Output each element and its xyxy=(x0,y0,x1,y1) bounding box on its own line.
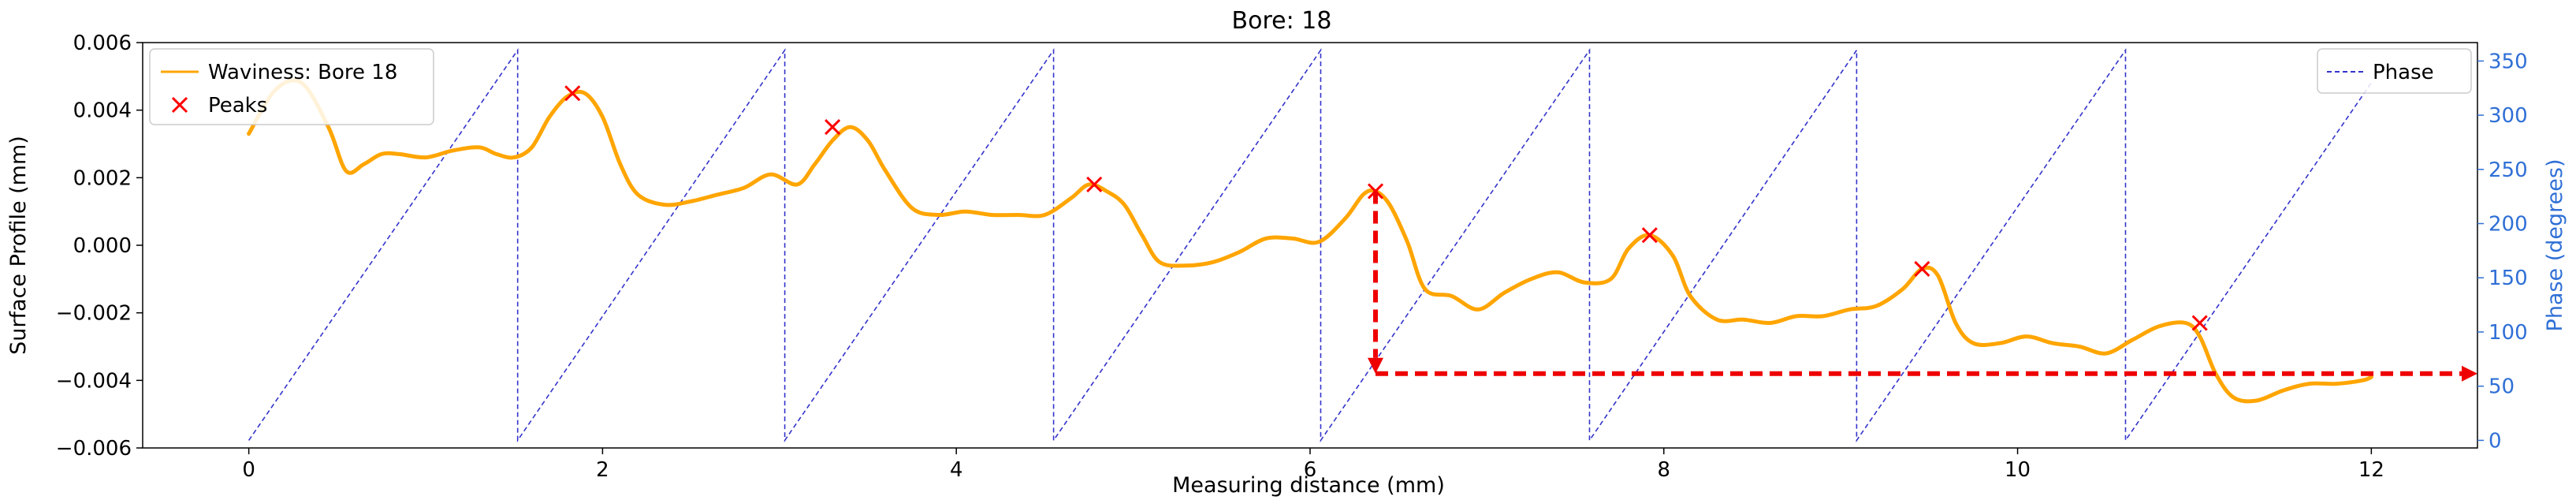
y-axis-label: Surface Profile (mm) xyxy=(6,136,31,355)
peak-marker-stroke-b xyxy=(825,119,841,136)
y-tick-label: 0.004 xyxy=(73,99,132,123)
peak-marker-stroke-b xyxy=(564,85,581,102)
y-tick-label: 0.000 xyxy=(73,234,132,258)
peak-marker-stroke-b xyxy=(1641,227,1658,244)
legend-peaks-label: Peaks xyxy=(208,94,267,118)
legend-peaks-swatch-b xyxy=(171,96,188,114)
peak-marker-stroke-b xyxy=(1914,260,1930,278)
legend-right: Phase xyxy=(2317,48,2472,94)
x-tick-label: 0 xyxy=(242,458,255,482)
y-tick-label: 0.006 xyxy=(73,32,132,55)
annotation-arrow xyxy=(1368,191,1383,374)
y2-tick-label: 100 xyxy=(2489,321,2528,345)
legend-waviness-label: Waviness: Bore 18 xyxy=(208,61,397,84)
y-tick-label: −0.004 xyxy=(56,369,132,393)
y2-tick-label: 200 xyxy=(2489,213,2528,237)
arrow-head xyxy=(1368,357,1383,374)
phase-line xyxy=(248,48,2373,442)
legend-right-box xyxy=(2317,48,2472,94)
annotation-arrows xyxy=(1368,191,2477,382)
peak-marker-stroke-b xyxy=(2191,315,2208,331)
annotation-arrow xyxy=(1375,365,2477,382)
legend-phase-label: Phase xyxy=(2373,61,2434,84)
legend-left-box xyxy=(149,48,434,125)
axis-ticks: 0 2 4 6 8 10 12 0.006 0.004 0.002 0.000 −0.002 −0.00… xyxy=(56,32,2528,482)
y-tick-label: −0.002 xyxy=(56,302,132,326)
peak-marker xyxy=(1641,227,1658,244)
waviness-series xyxy=(247,78,2373,404)
x-tick-label: 12 xyxy=(2358,458,2384,482)
x-axis-label: Measuring distance (mm) xyxy=(1172,473,1445,498)
peak-marker xyxy=(825,119,841,136)
x-tick-label: 4 xyxy=(950,458,963,482)
y2-tick-label: 0 xyxy=(2489,429,2502,453)
y2-axis-label: Phase (degrees) xyxy=(2543,159,2567,332)
peak-marker xyxy=(1086,176,1103,192)
peak-marker xyxy=(1914,260,1930,278)
y2-tick-label: 300 xyxy=(2489,104,2528,128)
phase-series xyxy=(248,48,2373,442)
peak-marker-stroke-b xyxy=(1086,176,1103,192)
arrow-head xyxy=(2462,365,2477,382)
x-tick-label: 10 xyxy=(2005,458,2031,482)
legend-left: Waviness: Bore 18 Peaks xyxy=(149,48,434,125)
y2-tick-label: 350 xyxy=(2489,50,2528,73)
y-tick-label: 0.002 xyxy=(73,166,132,190)
x-tick-label: 2 xyxy=(596,458,609,482)
y2-tick-label: 50 xyxy=(2489,375,2515,399)
peak-marker xyxy=(564,85,581,102)
x-tick-label: 8 xyxy=(1658,458,1671,482)
y2-tick-label: 250 xyxy=(2489,159,2528,182)
y-tick-label: −0.006 xyxy=(56,437,132,461)
peak-marker xyxy=(2191,315,2208,331)
x-tick-label: 6 xyxy=(1304,458,1317,482)
waviness-line xyxy=(247,78,2373,404)
chart-title: Bore: 18 xyxy=(1232,7,1332,35)
y2-tick-label: 150 xyxy=(2489,267,2528,290)
